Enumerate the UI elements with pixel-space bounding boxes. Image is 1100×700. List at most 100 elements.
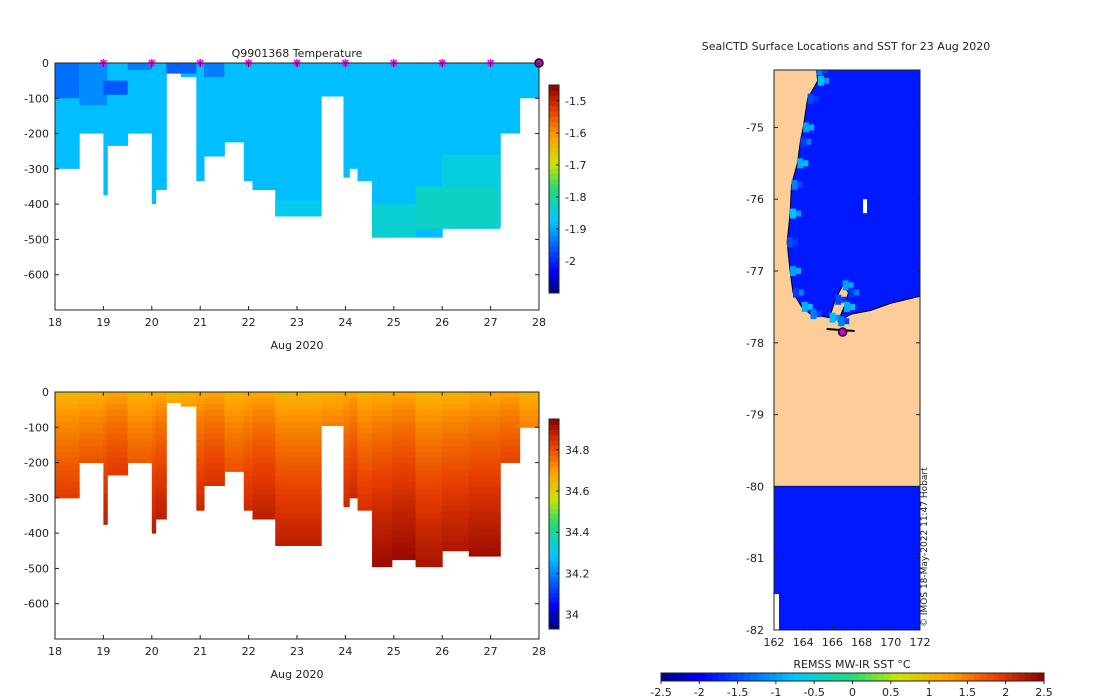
salinity-cell bbox=[275, 433, 322, 441]
salinity-cell bbox=[468, 463, 501, 471]
sst-colorbar-segment bbox=[814, 673, 822, 681]
coastal-pixel bbox=[807, 303, 813, 310]
salinity-cell bbox=[151, 529, 157, 534]
salinity-cell bbox=[151, 397, 157, 405]
coastal-pixel bbox=[803, 122, 810, 133]
salinity-cell bbox=[204, 445, 225, 453]
x-tick-label: 28 bbox=[532, 316, 546, 329]
salinity-cell bbox=[79, 421, 104, 429]
salinity-cell bbox=[442, 451, 470, 459]
salinity-cell bbox=[349, 475, 358, 483]
salinity-cell bbox=[442, 493, 470, 501]
salinity-cell bbox=[103, 409, 108, 417]
salinity-cell bbox=[107, 392, 129, 399]
salinity-cell bbox=[107, 397, 129, 405]
salinity-cell bbox=[252, 517, 276, 520]
salinity-cell bbox=[224, 439, 245, 447]
salinity-cell bbox=[349, 433, 358, 441]
sst-colorbar-segment bbox=[699, 673, 707, 681]
salinity-cell bbox=[252, 403, 276, 411]
x-tick-label: 20 bbox=[145, 645, 159, 658]
temperature-cell bbox=[357, 63, 373, 182]
temperature-cell bbox=[500, 63, 521, 134]
salinity-cell bbox=[357, 475, 373, 483]
coastal-pixel bbox=[796, 268, 802, 275]
colorbar-segment bbox=[549, 539, 559, 546]
temperature-cell bbox=[224, 63, 245, 143]
colorbar-tick-label: 34.2 bbox=[565, 567, 590, 580]
salinity-cell bbox=[55, 409, 80, 417]
salinity-cell bbox=[252, 463, 276, 471]
salinity-cell bbox=[196, 433, 205, 441]
coastal-pixel bbox=[854, 289, 860, 296]
salinity-cell bbox=[151, 523, 157, 531]
salinity-cell bbox=[103, 433, 108, 441]
x-tick-label: 19 bbox=[96, 316, 110, 329]
sst-colorbar-segment bbox=[737, 673, 745, 681]
salinity-cell bbox=[79, 433, 104, 441]
salinity-cell bbox=[275, 463, 322, 471]
salinity-cell bbox=[343, 439, 350, 447]
salinity-cell bbox=[442, 475, 470, 483]
salinity-cell bbox=[196, 397, 205, 405]
salinity-cell bbox=[196, 439, 205, 447]
salinity-cell bbox=[343, 481, 350, 489]
salinity-cell bbox=[357, 463, 373, 471]
colorbar-segment bbox=[549, 157, 559, 164]
salinity-cell bbox=[468, 451, 501, 459]
temperature-cell bbox=[349, 63, 358, 169]
colorbar-segment bbox=[549, 251, 559, 258]
sst-colorbar: -2.5 -2 -1.5 -1 -0.5 0 0.5 1 1.5 2 2.5 bbox=[650, 672, 1053, 699]
salinity-cell bbox=[151, 499, 157, 507]
colorbar-segment bbox=[549, 261, 559, 268]
sst-colorbar-segment bbox=[999, 673, 1007, 681]
salinity-cell bbox=[415, 517, 443, 525]
salinity-cell bbox=[442, 487, 470, 495]
salinity-cell bbox=[151, 451, 157, 459]
sst-colorbar-tick-label: 2 bbox=[1002, 686, 1009, 699]
colorbar-segment bbox=[549, 424, 559, 430]
salinity-cell bbox=[103, 487, 108, 495]
coastal-pixel bbox=[835, 314, 841, 321]
salinity-cell bbox=[442, 397, 470, 405]
coastal-pixel bbox=[790, 208, 797, 219]
salinity-cell bbox=[155, 439, 167, 447]
salinity-cell bbox=[155, 493, 167, 501]
colorbar-segment bbox=[549, 434, 559, 441]
colorbar-segment bbox=[549, 287, 559, 294]
salinity-colorbar: 34 34.2 34.4 34.6 34.8 bbox=[548, 418, 590, 630]
x-tick-label: 21 bbox=[193, 645, 207, 658]
salinity-cell bbox=[391, 553, 417, 561]
salinity-cell bbox=[252, 469, 276, 477]
salinity-cell bbox=[252, 415, 276, 423]
colorbar-segment bbox=[549, 576, 559, 583]
colorbar-segment bbox=[549, 178, 559, 185]
x-tick-label: 26 bbox=[435, 316, 449, 329]
coastal-pixel bbox=[842, 280, 849, 291]
colorbar-frame bbox=[548, 418, 560, 630]
salinity-cell bbox=[357, 469, 373, 477]
colorbar-segment bbox=[549, 152, 559, 159]
salinity-cell bbox=[343, 403, 350, 411]
salinity-cell bbox=[103, 517, 108, 525]
salinity-cell bbox=[468, 433, 501, 441]
colorbar-segment bbox=[549, 209, 559, 216]
salinity-cell bbox=[357, 409, 373, 417]
temperature-cell bbox=[103, 80, 128, 95]
sst-colorbar-segment bbox=[941, 673, 949, 681]
y-tick-label: -500 bbox=[24, 562, 49, 575]
salinity-cell bbox=[391, 463, 417, 471]
colorbar-segment bbox=[549, 566, 559, 572]
salinity-cell bbox=[372, 445, 393, 453]
salinity-cell bbox=[391, 457, 417, 465]
salinity-cell bbox=[357, 439, 373, 447]
x-tick-label: 22 bbox=[242, 316, 256, 329]
salinity-cell bbox=[500, 421, 521, 429]
temperature-heatmap bbox=[55, 63, 539, 238]
salinity-cell bbox=[468, 475, 501, 483]
salinity-cell bbox=[357, 505, 373, 511]
salinity-cell bbox=[468, 511, 501, 519]
salinity-cell bbox=[343, 457, 350, 465]
temperature-cell bbox=[275, 200, 322, 217]
y-tick-label: -400 bbox=[24, 527, 49, 540]
